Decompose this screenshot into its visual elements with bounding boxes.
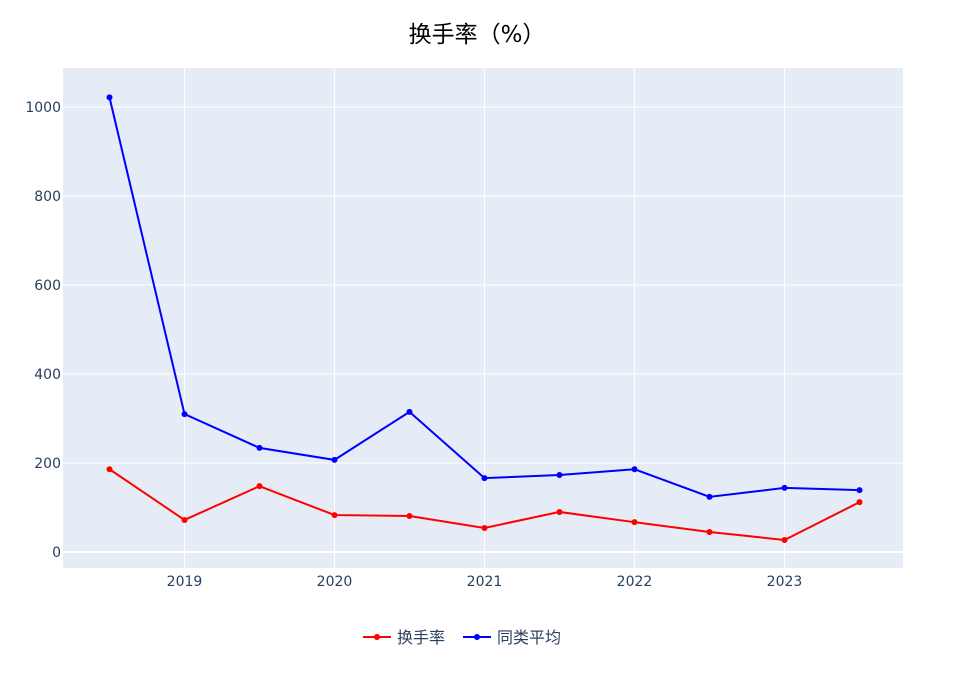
data-point (781, 484, 788, 491)
legend[interactable]: 换手率 同类平均 (363, 628, 561, 647)
legend-label: 同类平均 (497, 628, 561, 647)
legend-item-1[interactable]: 同类平均 (463, 628, 561, 647)
data-point (856, 499, 863, 506)
data-point (631, 519, 638, 526)
data-point (106, 466, 113, 473)
x-tick-label: 2019 (167, 574, 203, 590)
plot-background (63, 68, 903, 568)
data-point (706, 528, 713, 535)
x-tick-label: 2020 (317, 574, 353, 590)
grid-lines (63, 68, 903, 568)
tick-labels: 2019 2020 2021 2022 2023 0 200 400 600 800 1000 (25, 100, 802, 590)
y-tick-label: 0 (52, 545, 61, 561)
data-point (181, 516, 188, 523)
data-point (406, 512, 413, 519)
y-tick-label: 1000 (25, 100, 61, 116)
chart-title: 换手率（%） (409, 22, 546, 48)
legend-item-0[interactable]: 换手率 (363, 628, 445, 647)
data-point (856, 487, 863, 494)
data-point (706, 493, 713, 500)
y-tick-label: 400 (34, 367, 61, 383)
data-point (256, 444, 263, 451)
data-point (106, 94, 113, 101)
legend-marker-icon (474, 634, 480, 640)
data-point (481, 475, 488, 482)
legend-marker-icon (374, 634, 380, 640)
data-point (481, 524, 488, 531)
y-tick-label: 800 (34, 189, 61, 205)
y-tick-label: 600 (34, 278, 61, 294)
x-tick-label: 2022 (617, 574, 653, 590)
y-tick-label: 200 (34, 456, 61, 472)
data-point (556, 472, 563, 479)
data-point (631, 466, 638, 473)
legend-label: 换手率 (397, 628, 445, 647)
x-tick-label: 2023 (767, 574, 803, 590)
data-point (556, 508, 563, 515)
data-point (331, 512, 338, 519)
data-point (256, 483, 263, 490)
data-point (406, 408, 413, 415)
data-point (331, 456, 338, 463)
x-tick-label: 2021 (467, 574, 503, 590)
data-point (181, 411, 188, 418)
data-point (781, 536, 788, 543)
series-group (106, 94, 863, 543)
